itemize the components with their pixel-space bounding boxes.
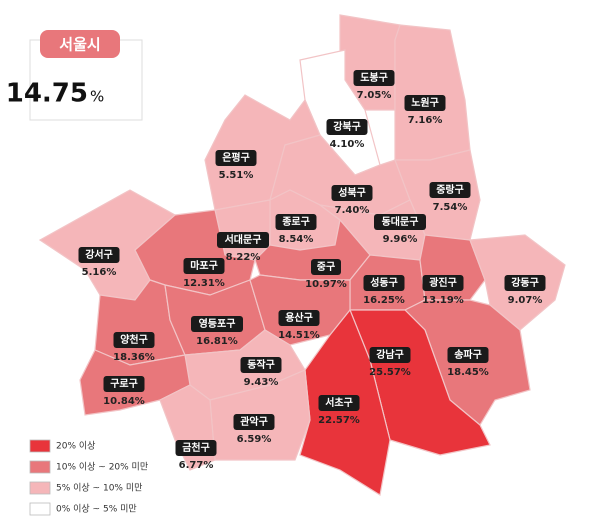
district-value: 10.84% — [103, 396, 145, 407]
district-value: 6.59% — [237, 434, 272, 445]
district-name: 서대문구 — [225, 233, 262, 246]
district-name-box — [183, 258, 225, 274]
legend: 20% 이상 10% 이상 ~ 20% 미만 5% 이상 ~ 10% 미만 0% 이상… — [29, 439, 148, 516]
district-name: 관악구 — [240, 415, 268, 428]
district-name-box — [217, 232, 269, 248]
district — [394, 24, 471, 161]
district-value: 7.05% — [357, 90, 392, 101]
district-name-box — [504, 275, 546, 291]
district-name-box — [353, 70, 395, 86]
district-value: 18.45% — [447, 367, 489, 378]
legend-label: 5% 이상 ~ 10% 미만 — [56, 483, 142, 494]
district-name-box — [275, 214, 317, 230]
district-value: 13.19% — [422, 295, 464, 306]
district-name-box — [113, 332, 155, 348]
district-name: 중구 — [317, 261, 335, 273]
district-value: 4.10% — [330, 139, 365, 150]
district-name: 강북구 — [333, 120, 361, 133]
district-name-box — [103, 376, 145, 392]
district-name: 용산구 — [285, 311, 313, 324]
district-name: 구로구 — [110, 378, 138, 390]
district-labels: 도봉구 7.05% 노원구 7.16% 강북구 4.10% 은평구 5.51% 성북구 7.40%… — [78, 70, 546, 471]
district-value: 14.51% — [278, 330, 320, 341]
district-value: 5.16% — [82, 267, 117, 278]
legend-swatch — [29, 502, 51, 516]
district-name: 서초구 — [325, 396, 353, 409]
district-name: 성북구 — [338, 186, 366, 199]
district-value: 16.25% — [363, 295, 405, 306]
district-name-box — [429, 182, 471, 198]
legend-swatch — [29, 481, 51, 495]
district-name-box — [175, 440, 217, 456]
district-name-box — [363, 275, 405, 291]
district-value: 10.97% — [305, 279, 347, 290]
legend-label: 20% 이상 — [56, 441, 95, 452]
total-unit: % — [90, 88, 104, 106]
legend-label: 10% 이상 ~ 20% 미만 — [56, 462, 148, 473]
legend-swatch — [29, 460, 51, 474]
district-value: 9.43% — [244, 377, 279, 388]
district-name-box — [374, 214, 426, 230]
legend-swatch — [29, 439, 51, 453]
district-value: 7.40% — [335, 205, 370, 216]
district-name: 양천구 — [120, 333, 148, 346]
district-value: 8.54% — [279, 234, 314, 245]
district-value: 7.54% — [433, 202, 468, 213]
total-value: 14.75 — [6, 79, 88, 109]
district-value: 6.77% — [179, 460, 214, 471]
district-name-box — [233, 414, 275, 430]
district-name: 종로구 — [282, 216, 310, 228]
district-value: 8.22% — [226, 252, 261, 263]
district-value: 9.96% — [383, 234, 418, 245]
district-name: 마포구 — [190, 259, 218, 272]
district-name: 강서구 — [85, 248, 113, 261]
title: 서울시 — [59, 36, 100, 54]
district-name-box — [326, 119, 368, 135]
district-name-box — [311, 259, 341, 275]
district-name: 송파구 — [454, 348, 482, 361]
district-name: 동대문구 — [382, 215, 419, 228]
district-value: 5.51% — [219, 170, 254, 181]
district-name-box — [331, 185, 373, 201]
district-name-box — [447, 347, 489, 363]
district-name: 강동구 — [511, 276, 539, 289]
district-name-box — [78, 247, 120, 263]
district-value: 12.31% — [183, 278, 225, 289]
district-name: 강남구 — [376, 348, 404, 361]
district-name: 영등포구 — [199, 317, 236, 330]
district-name-box — [404, 95, 446, 111]
district-name-box — [240, 357, 282, 373]
district-name-box — [422, 275, 464, 291]
legend-label: 0% 이상 ~ 5% 미만 — [56, 504, 137, 515]
district-name: 성동구 — [370, 276, 398, 289]
district-value: 16.81% — [196, 336, 238, 347]
district-name-box — [278, 310, 320, 326]
district-name-box — [318, 395, 360, 411]
district-name: 동작구 — [247, 358, 275, 371]
district-name: 노원구 — [411, 96, 439, 109]
district-name: 광진구 — [429, 276, 457, 289]
district-value: 25.57% — [369, 367, 411, 378]
district-value: 9.07% — [508, 295, 543, 306]
district-value: 22.57% — [318, 415, 360, 426]
district-value: 7.16% — [408, 115, 443, 126]
district-name-box — [215, 150, 257, 166]
district-name: 은평구 — [222, 151, 250, 164]
district-name: 도봉구 — [360, 72, 388, 84]
title-badge — [40, 30, 120, 58]
district-name: 금천구 — [182, 441, 210, 454]
district-name: 중랑구 — [436, 184, 464, 196]
district-name-box — [191, 316, 243, 332]
district-name-box — [369, 347, 411, 363]
district-value: 18.36% — [113, 352, 155, 363]
district — [159, 384, 216, 471]
